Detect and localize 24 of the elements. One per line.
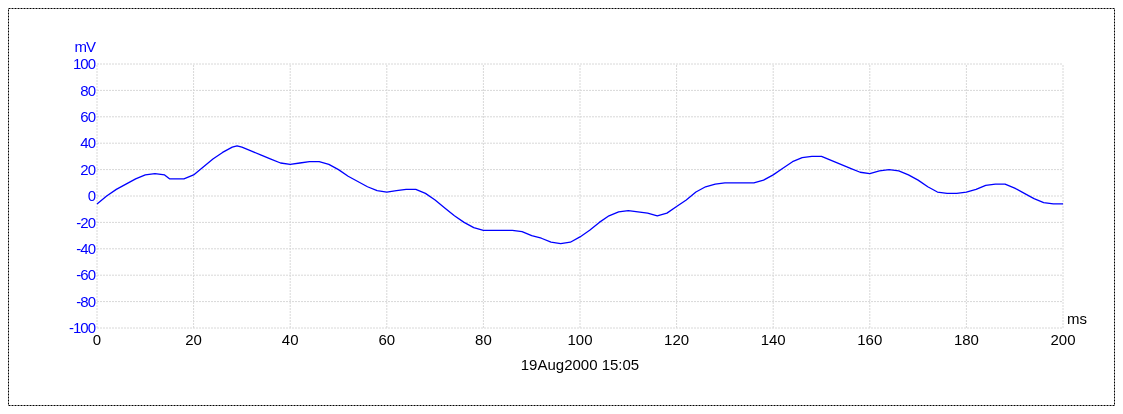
y-tick-label: -60 <box>76 266 96 284</box>
x-tick-label: 80 <box>475 331 492 348</box>
x-tick-label: 40 <box>281 331 299 348</box>
y-tick-label: 40 <box>80 134 96 152</box>
x-tick-label: 140 <box>760 331 786 348</box>
y-tick-label: 80 <box>80 81 96 99</box>
x-tick-label: 100 <box>567 331 593 348</box>
x-tick-label: 180 <box>953 331 979 348</box>
y-tick-label: 100 <box>72 55 96 73</box>
x-tick-label: 60 <box>378 331 396 348</box>
x-tick-label: 20 <box>185 331 202 348</box>
x-tick-label: 120 <box>664 331 690 348</box>
x-tick-label: 200 <box>1050 331 1076 348</box>
y-tick-label: -40 <box>76 240 96 258</box>
y-tick-label: -80 <box>76 292 96 310</box>
y-tick-label: -20 <box>76 213 96 231</box>
x-axis-title: ms <box>1067 310 1087 327</box>
text: 19Aug2000 15:05 <box>520 356 640 373</box>
x-tick-label: 160 <box>857 331 883 348</box>
y-axis-title: mV <box>74 38 96 55</box>
y-tick-label: 60 <box>80 108 96 126</box>
y-tick-label: 20 <box>80 160 96 178</box>
line-series <box>96 145 1064 245</box>
y-tick-label: 0 <box>87 187 96 205</box>
